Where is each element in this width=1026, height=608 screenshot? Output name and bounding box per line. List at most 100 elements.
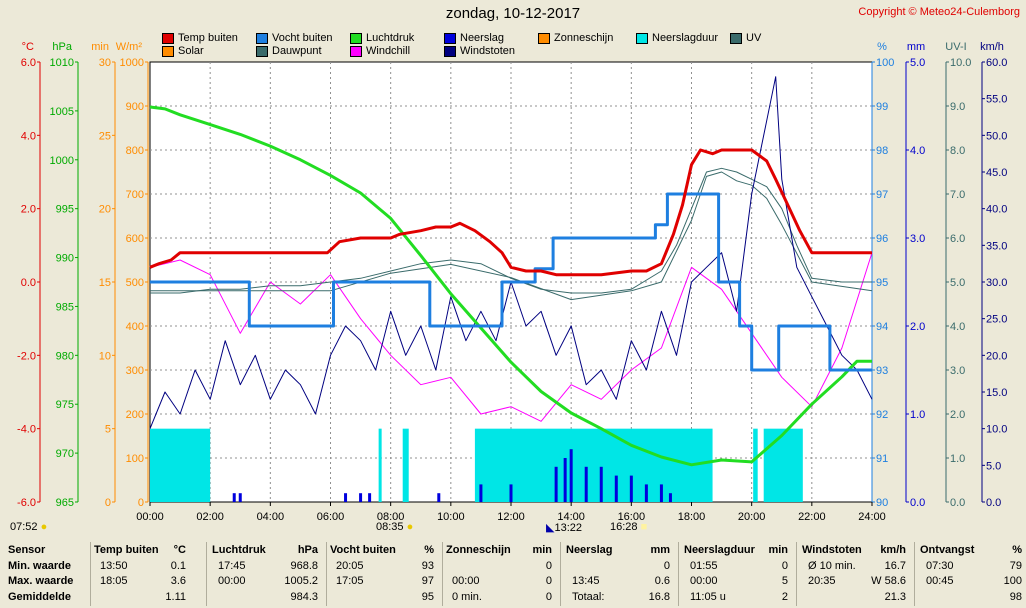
stats-separator (914, 542, 915, 606)
rain-bar (644, 484, 648, 502)
stats-time: 17:45 (218, 560, 246, 572)
stats-value: 1.11 (165, 591, 186, 603)
axis-tick-label: 500 (126, 277, 144, 289)
rain-bar (614, 475, 618, 502)
stats-row-label: Gemiddelde (8, 591, 71, 603)
legend-swatch (730, 32, 742, 44)
stats-sensor-header: Sensor (8, 544, 46, 556)
sunset-icon: ■ (640, 521, 648, 533)
stats-column-unit: km/h (880, 544, 906, 556)
axis-tick-label: 100 (126, 453, 144, 465)
legend-item: Zonneschijn (538, 32, 613, 44)
stats-value: 5 (781, 575, 788, 587)
moon-mid-icon: ◣ (546, 522, 555, 534)
axis-tick-label: 0 (105, 497, 111, 509)
legend-item: Vocht buiten (256, 32, 333, 44)
axis-tick-label: 900 (126, 101, 144, 113)
copyright-link[interactable]: Copyright © Meteo24-Culemborg (858, 6, 1020, 18)
axis-tick-label: 90 (876, 497, 888, 509)
stats-value: 3.6 (170, 575, 186, 587)
humidity-line (150, 192, 872, 372)
time-tick-label: 16:00 (618, 511, 646, 523)
axis-tick-label: 2.0 (21, 204, 36, 216)
legend-swatch (256, 32, 268, 44)
stats-column-unit: % (1012, 544, 1022, 556)
time-tick-label: 12:00 (497, 511, 525, 523)
legend-item: Neerslagduur (636, 32, 718, 44)
stats-separator (90, 542, 91, 606)
pressure-line (149, 105, 872, 467)
axis-unit-wind: km/h (980, 41, 1004, 53)
rain-duration-bar (378, 428, 382, 502)
legend-swatch (538, 32, 550, 44)
stats-column-unit: °C (173, 544, 186, 556)
stats-value: 98 (1009, 591, 1022, 603)
sunrise-time: 08:35 ● (376, 521, 414, 533)
rain-bar (238, 493, 242, 502)
axis-tick-label: 1010 (50, 57, 74, 69)
stats-value: 0 (545, 575, 552, 587)
time-tick-label: 24:00 (858, 511, 886, 523)
rain-duration-bar (474, 428, 713, 502)
legend-label: UV (746, 32, 762, 44)
stats-time: 13:50 (100, 560, 128, 572)
axis-tick-label: 2.0 (910, 321, 925, 333)
time-tick-label: 00:00 (136, 511, 164, 523)
axis-tick-label: 60.0 (986, 57, 1007, 69)
dewpoint-line (150, 167, 872, 294)
legend-swatch (162, 45, 174, 57)
rain-bar (509, 484, 513, 502)
rain-bar (359, 493, 363, 502)
axis-unit-temp: °C (22, 41, 34, 53)
axis-tick-label: 91 (876, 453, 888, 465)
axis-tick-label: 700 (126, 189, 144, 201)
axis-tick-label: 15 (99, 277, 111, 289)
axis-tick-label: 10.0 (986, 424, 1007, 436)
rain-duration-bar (753, 428, 758, 502)
rain-duration-bar (402, 428, 409, 502)
legend-swatch (162, 32, 174, 44)
axis-tick-label: 0.0 (950, 497, 965, 509)
legend-item: Solar (162, 45, 204, 57)
axis-tick-label: 9.0 (950, 101, 965, 113)
legend-label: Windstoten (460, 45, 516, 57)
stats-time: 20:05 (336, 560, 364, 572)
legend-label: Windchill (366, 45, 411, 57)
sunset-time: 16:28 ■ (610, 521, 648, 533)
axis-tick-label: 25 (99, 130, 111, 142)
legend-swatch (636, 32, 648, 44)
stats-value: 93 (421, 560, 434, 572)
stats-column-unit: min (768, 544, 788, 556)
axis-tick-label: 1005 (50, 106, 74, 118)
time-tick-label: 20:00 (738, 511, 766, 523)
rain-bar (629, 475, 633, 502)
stats-column-header: Vocht buiten (330, 544, 396, 556)
axis-tick-label: 100 (876, 57, 894, 69)
stats-time: 20:35 (808, 575, 836, 587)
axis-tick-label: 4.0 (950, 321, 965, 333)
axis-tick-label: 6.0 (950, 233, 965, 245)
axis-unit-rain: mm (907, 41, 925, 53)
stats-column-header: Neerslag (566, 544, 613, 556)
temperature-line (149, 148, 872, 277)
stats-separator (796, 542, 797, 606)
axis-tick-label: 5.0 (950, 277, 965, 289)
time-tick-label: 04:00 (257, 511, 285, 523)
stats-separator (442, 542, 443, 606)
weather-chart: °C6.04.02.00.0-2.0-4.0-6.0hPa10101005100… (17, 41, 1007, 523)
stats-separator (560, 542, 561, 606)
wind-gust-line (149, 76, 873, 429)
legend-item: Neerslag (444, 32, 504, 44)
legend-item: Dauwpunt (256, 45, 322, 57)
time-tick-label: 06:00 (317, 511, 345, 523)
sunrise-icon: ● (406, 521, 414, 533)
rain-bar (437, 493, 441, 502)
rain-bar (479, 484, 483, 502)
axis-unit-solar: W/m² (116, 41, 143, 53)
axis-tick-label: 985 (56, 301, 74, 313)
rain-bar (599, 466, 603, 502)
axis-unit-press: hPa (52, 41, 72, 53)
axis-tick-label: 970 (56, 448, 74, 460)
stats-value: W 58.6 (871, 575, 906, 587)
legend-item: UV (730, 32, 761, 44)
